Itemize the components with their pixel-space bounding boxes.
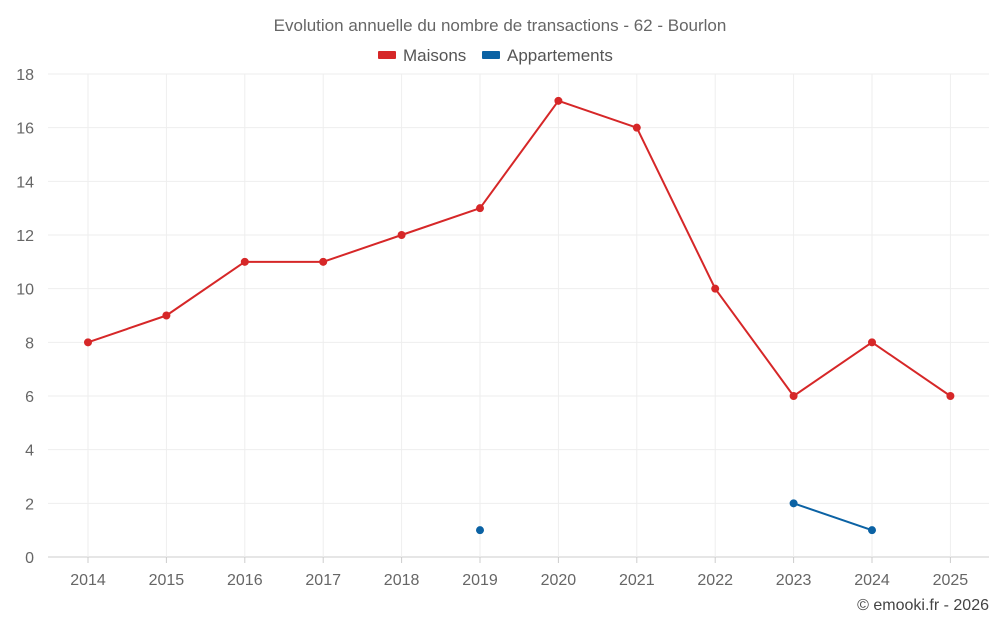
data-point-appartements-2019 (476, 526, 484, 535)
x-tick-label: 2024 (854, 572, 890, 589)
series-layer (84, 96, 955, 535)
series-line-appartements (792, 502, 873, 532)
y-tick-label: 16 (16, 121, 34, 138)
x-tick-label: 2014 (70, 572, 106, 589)
x-tick-label: 2018 (384, 572, 420, 589)
grid-layer (48, 73, 989, 558)
data-point-appartements-2024 (868, 526, 876, 535)
x-tick-label: 2015 (149, 572, 185, 589)
y-tick-label: 18 (16, 67, 34, 84)
data-point-maisons-2021 (632, 123, 641, 132)
data-point-maisons-2014 (84, 338, 92, 347)
data-point-maisons-2020 (554, 96, 563, 105)
data-point-appartements-2023 (789, 499, 798, 508)
y-tick-label: 10 (16, 282, 34, 299)
data-point-maisons-2015 (162, 311, 171, 320)
data-point-maisons-2023 (789, 392, 798, 400)
x-tick-label: 2025 (933, 572, 969, 589)
data-point-maisons-2022 (711, 284, 720, 293)
x-tick-label: 2023 (776, 572, 812, 589)
data-point-maisons-2024 (868, 338, 876, 347)
data-point-maisons-2016 (240, 257, 249, 266)
data-point-maisons-2017 (319, 257, 328, 266)
data-point-maisons-2018 (397, 231, 406, 239)
y-tick-label: 4 (25, 443, 34, 460)
x-tick-label: 2022 (697, 572, 733, 589)
copyright-credit: © emooki.fr - 2026 (857, 597, 989, 614)
legend-label-maisons: Maisons (403, 46, 466, 65)
x-tick-label: 2021 (619, 572, 655, 589)
x-tick-label: 2020 (541, 572, 577, 589)
y-tick-label: 0 (25, 550, 34, 567)
axis-layer: 0 2 4 6 8 10 12 14 16 18 2014 2015 2016 2017 2018 2019 2… (16, 67, 968, 589)
y-tick-label: 12 (16, 228, 34, 245)
y-tick-label: 8 (25, 335, 34, 352)
data-point-maisons-2019 (476, 204, 484, 213)
y-tick-label: 14 (16, 174, 34, 191)
y-tick-label: 2 (25, 496, 34, 513)
series-appartements (476, 499, 876, 535)
chart-title: Evolution annuelle du nombre de transact… (274, 16, 727, 35)
x-tick-label: 2019 (462, 572, 498, 589)
legend-swatch-maisons (378, 51, 396, 59)
series-line-maisons (87, 99, 952, 397)
series-maisons (84, 96, 955, 400)
legend: Maisons Appartements (378, 46, 613, 65)
y-tick-label: 6 (25, 389, 34, 406)
data-point-maisons-2025 (946, 392, 955, 400)
legend-swatch-appartements (482, 51, 500, 59)
x-tick-label: 2017 (305, 572, 341, 589)
x-tick-label: 2016 (227, 572, 263, 589)
legend-label-appartements: Appartements (507, 46, 613, 65)
